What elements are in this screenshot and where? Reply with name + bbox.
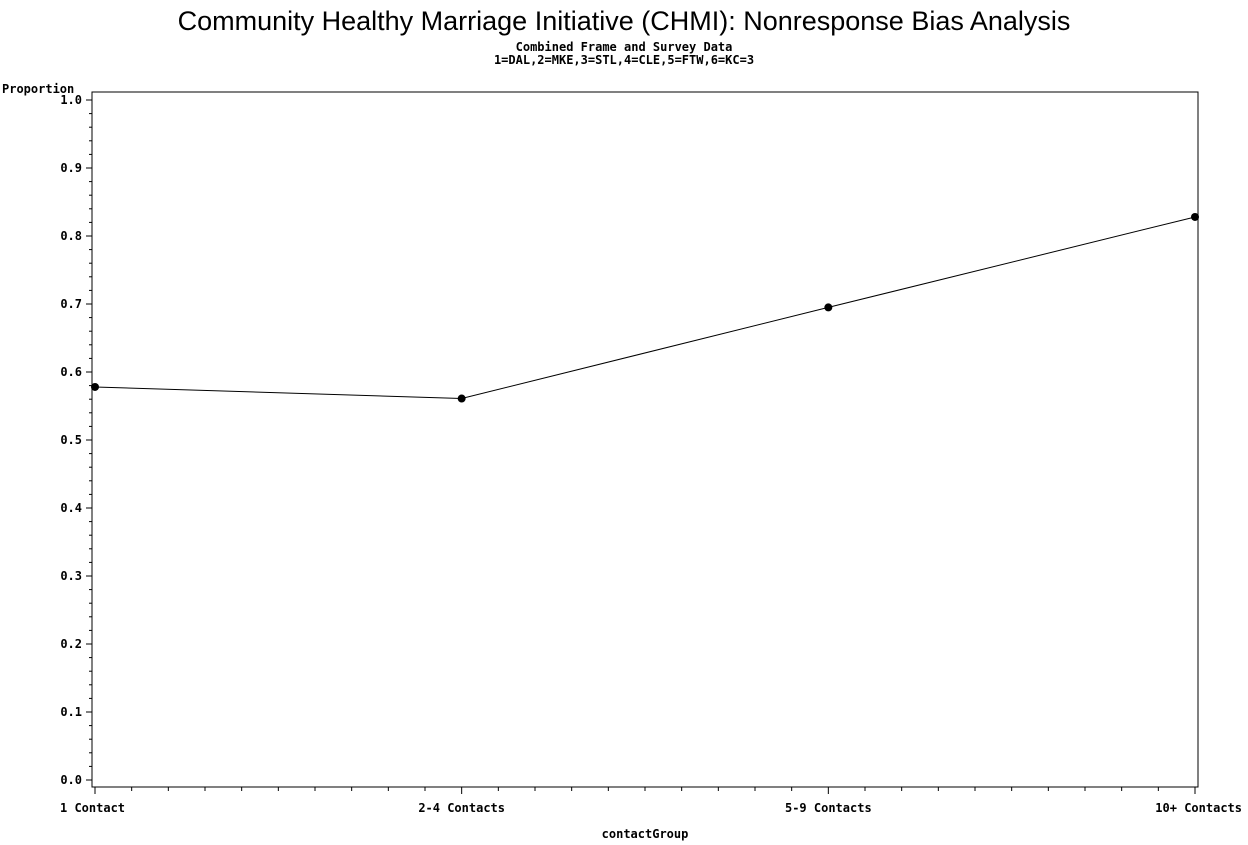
x-axis: 1 Contact 2-4 Contacts 5-9 Contacts 10+ Con… [60, 787, 1242, 815]
x-tick-label: 1 Contact [60, 801, 125, 815]
x-tick-label: 2-4 Contacts [418, 801, 505, 815]
y-tick-label: 0.8 [60, 229, 82, 243]
y-tick-label: 0.4 [60, 501, 82, 515]
y-axis-label: Proportion [2, 82, 74, 96]
chart-subtitle-line-2: 1=DAL,2=MKE,3=STL,4=CLE,5=FTW,6=KC=3 [493, 53, 755, 67]
y-tick-label: 0.1 [60, 705, 82, 719]
data-point [1191, 212, 1199, 221]
chart-title: Community Healthy Marriage Initiative (C… [177, 6, 1071, 36]
y-tick-label: 1.0 [60, 93, 82, 107]
y-tick-label: 0.2 [60, 637, 82, 651]
series-line [91, 212, 1199, 403]
y-tick-label: 0.3 [60, 569, 82, 583]
y-tick-label: 0.9 [60, 161, 82, 175]
data-point [824, 303, 833, 312]
y-tick-label: 0.6 [60, 365, 82, 379]
y-tick-label: 0.7 [60, 297, 82, 311]
x-tick-label: 10+ Contacts [1155, 801, 1242, 815]
y-tick-label: 0.5 [60, 433, 82, 447]
x-axis-label: contactGroup [602, 827, 689, 841]
x-tick-label: 5-9 Contacts [785, 801, 872, 815]
y-tick-label: 0.0 [60, 773, 82, 787]
y-axis: 0.0 0.1 0.2 0.3 0.4 0.5 0.6 0.7 0.8 0.9 1.0 [60, 93, 92, 787]
data-point [91, 382, 99, 391]
series-path [94, 216, 1196, 400]
data-point [457, 394, 466, 403]
plot-frame [91, 91, 1199, 788]
chart-subtitle-line-1: Combined Frame and Survey Data [515, 40, 733, 54]
